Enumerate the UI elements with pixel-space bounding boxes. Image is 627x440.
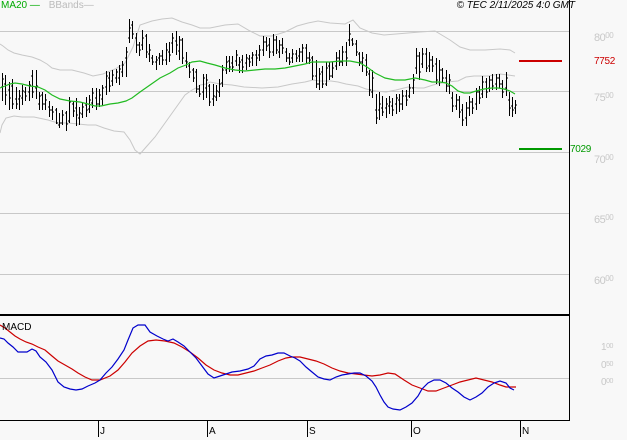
x-label-aug: A [209, 426, 216, 437]
macd-y-label-0: 000 [601, 377, 613, 388]
x-label-oct: O [413, 426, 421, 437]
y-label-7000: 7000 [594, 153, 614, 166]
x-label-jul: J [100, 426, 105, 437]
x-label-nov: N [522, 426, 530, 437]
x-label-sep: S [309, 426, 316, 437]
bbands-upper [0, 17, 516, 77]
chart-legend: MA20 — BBands— [1, 0, 94, 12]
copyright-timestamp: © TEC 2/11/2025 4:0 GMT [456, 0, 575, 11]
legend-bbands: BBands— [48, 0, 94, 11]
macd-signal-line [0, 324, 516, 392]
y-label-6500: 6500 [594, 213, 614, 226]
legend-ma20: MA20 — [1, 0, 40, 11]
bollinger-bands [0, 17, 516, 155]
bbands-lower [0, 73, 516, 155]
macd-title: MACD [2, 322, 32, 333]
macd-y-label-1: 100 [601, 342, 613, 353]
resistance-label: 7752 [594, 56, 616, 67]
y-label-8000: 8000 [594, 31, 614, 44]
macd-line [0, 324, 515, 411]
y-label-7500: 7500 [594, 91, 614, 104]
x-axis-ticks [98, 421, 521, 437]
y-label-6000: 6000 [594, 274, 614, 287]
support-label: 7029 [570, 144, 592, 155]
macd-y-label-0-5: 050 [601, 360, 613, 371]
ma20-line [0, 60, 516, 107]
